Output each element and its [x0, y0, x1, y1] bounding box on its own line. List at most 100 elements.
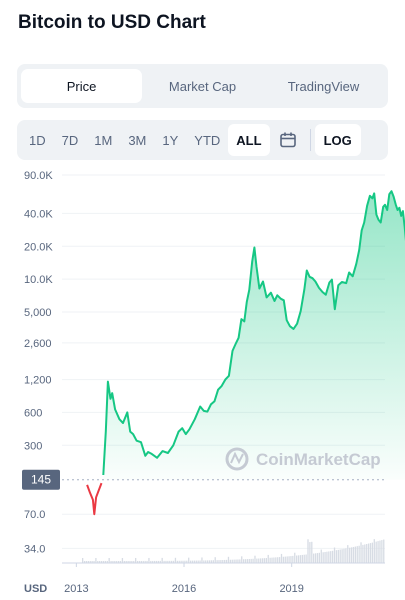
volume-bar	[337, 549, 339, 563]
volume-bar	[99, 560, 101, 563]
volume-bar	[343, 548, 345, 563]
time-range-bar: 1D 7D 1M 3M 1Y YTD ALL LOG	[17, 120, 388, 160]
volume-bar	[186, 560, 188, 563]
volume-bar	[277, 557, 279, 563]
volume-bar	[201, 557, 203, 563]
volume-bar	[261, 558, 264, 563]
volume-bar	[114, 560, 116, 563]
volume-bar	[83, 561, 86, 563]
volume-bar	[91, 561, 93, 563]
volume-bar	[131, 560, 133, 563]
log-scale-toggle[interactable]: LOG	[314, 124, 361, 156]
volume-bar	[144, 560, 146, 563]
volume-bar	[297, 555, 300, 563]
volume-bar	[235, 559, 237, 563]
volume-bar	[362, 544, 364, 563]
volume-bar	[203, 560, 205, 563]
volume-bar	[301, 554, 303, 563]
volume-bar	[371, 542, 374, 563]
volume-bar	[282, 556, 285, 563]
volume-bar	[345, 548, 347, 563]
volume-bar	[119, 560, 122, 563]
watermark-text: CoinMarketCap	[256, 450, 381, 469]
volume-bar	[163, 560, 165, 563]
range-1y-button[interactable]: 1Y	[162, 132, 179, 148]
volume-bar	[178, 560, 180, 563]
volume-bar	[366, 544, 368, 563]
y-tick-label: 70.0	[24, 509, 45, 521]
volume-bar	[136, 560, 139, 563]
volume-bar	[100, 560, 103, 563]
price-area-fill	[103, 191, 405, 480]
volume-bar	[133, 560, 135, 563]
range-3m-button[interactable]: 3M	[128, 132, 147, 148]
volume-bar	[373, 539, 375, 563]
volume-bar	[214, 557, 216, 563]
volume-bar	[284, 556, 286, 563]
volume-bar	[174, 557, 177, 563]
volume-bar	[142, 560, 144, 563]
volume-bar	[153, 560, 156, 563]
volume-bar	[263, 558, 266, 563]
range-1m-button[interactable]: 1M	[94, 132, 113, 148]
volume-bar	[313, 553, 315, 563]
price-chart: 145 90.0K 40.0K 20.0K 10.0K 5,000 2,600 1,200 6…	[22, 170, 405, 595]
volume-bar	[129, 560, 131, 563]
calendar-icon[interactable]	[270, 124, 306, 156]
tab-market-cap[interactable]: Market Cap	[168, 78, 237, 94]
volume-bar	[273, 557, 275, 563]
volume-bar	[326, 551, 328, 563]
volume-bar	[87, 561, 89, 563]
volume-bar	[265, 558, 267, 563]
volume-bar	[220, 560, 222, 563]
range-ytd-button[interactable]: YTD	[194, 132, 221, 148]
y-tick-label: 10.0K	[24, 274, 53, 286]
volume-bar	[82, 558, 84, 563]
range-7d-button[interactable]: 7D	[61, 132, 79, 148]
volume-bar	[318, 552, 321, 563]
volume-bar	[155, 560, 158, 563]
volume-bar	[360, 542, 362, 563]
volume-bar	[112, 560, 114, 563]
reference-price-label: 145	[31, 473, 51, 487]
volume-bars	[82, 539, 385, 563]
volume-bar	[152, 560, 154, 563]
volume-bar	[180, 560, 182, 563]
range-all-button[interactable]: ALL	[228, 124, 270, 156]
volume-bar	[241, 556, 243, 563]
volume-bar	[165, 560, 167, 563]
price-line-up	[102, 190, 405, 476]
volume-bar	[121, 557, 124, 563]
volume-bar	[324, 551, 326, 563]
volume-bar	[295, 555, 298, 563]
volume-bar	[364, 544, 366, 563]
range-1d-button[interactable]: 1D	[29, 132, 46, 148]
volume-bar	[309, 542, 311, 563]
volume-bar	[314, 553, 317, 563]
volume-bar	[233, 559, 235, 563]
y-tick-label: 34.0	[24, 543, 45, 555]
volume-bar	[161, 557, 163, 563]
x-tick-label: 2019	[279, 583, 303, 595]
volume-bar	[172, 560, 175, 563]
volume-bar	[117, 560, 120, 563]
volume-bar	[379, 540, 381, 563]
volume-bar	[237, 559, 239, 563]
tab-tradingview[interactable]: TradingView	[287, 78, 360, 94]
volume-bar	[206, 560, 209, 563]
volume-bar	[135, 557, 137, 563]
volume-bar	[85, 561, 88, 563]
volume-bar	[335, 550, 338, 563]
volume-bar	[159, 560, 161, 563]
volume-bar	[347, 545, 349, 563]
tab-price[interactable]: Price	[21, 69, 142, 103]
volume-bar	[369, 543, 372, 563]
volume-bar	[381, 540, 383, 563]
volume-bar	[123, 560, 125, 563]
volume-bar	[248, 558, 250, 563]
volume-bar	[169, 560, 171, 563]
volume-bar	[354, 546, 356, 563]
volume-bar	[271, 557, 273, 563]
volume-bar	[288, 556, 290, 563]
volume-bar	[210, 560, 213, 563]
